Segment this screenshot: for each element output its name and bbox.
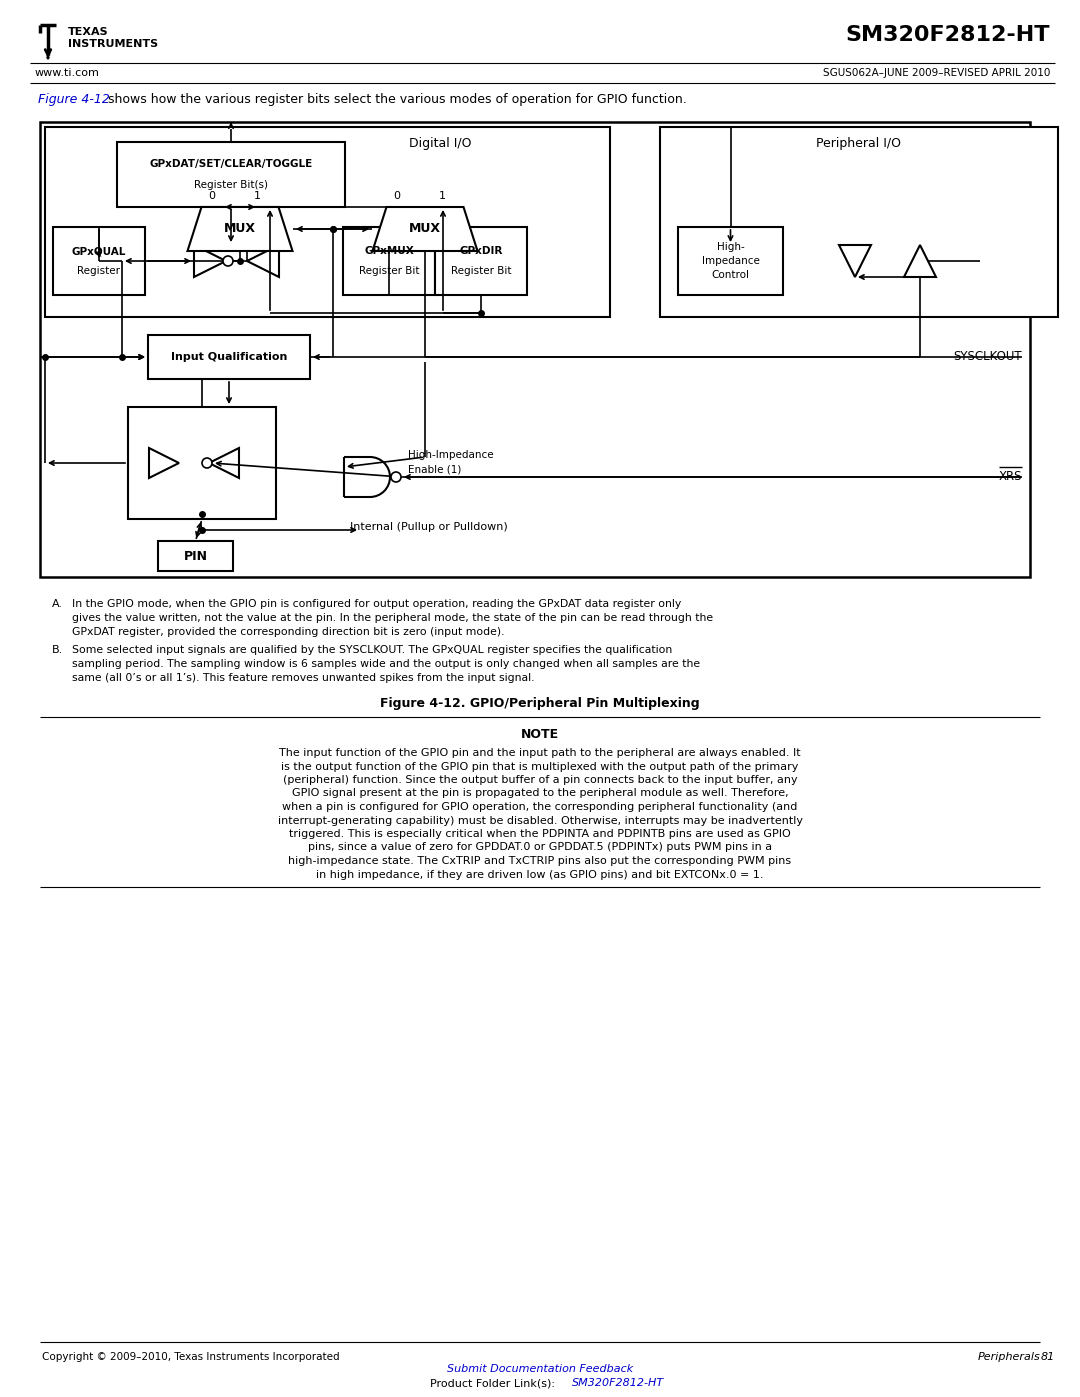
Text: SM320F2812-HT: SM320F2812-HT bbox=[572, 1377, 664, 1389]
Text: Enable (1): Enable (1) bbox=[408, 464, 461, 474]
Text: Digital I/O: Digital I/O bbox=[409, 137, 472, 151]
Text: GPxDIR: GPxDIR bbox=[459, 246, 502, 256]
Text: Peripherals: Peripherals bbox=[977, 1352, 1040, 1362]
Text: 0: 0 bbox=[208, 191, 216, 201]
Polygon shape bbox=[149, 448, 179, 478]
Text: SYSCLKOUT: SYSCLKOUT bbox=[954, 351, 1022, 363]
Text: TEXAS: TEXAS bbox=[68, 27, 109, 36]
Text: In the GPIO mode, when the GPIO pin is configured for output operation, reading : In the GPIO mode, when the GPIO pin is c… bbox=[72, 599, 681, 609]
Text: www.ti.com: www.ti.com bbox=[35, 68, 99, 78]
Text: High-: High- bbox=[717, 242, 744, 251]
Text: A.: A. bbox=[52, 599, 63, 609]
Text: pins, since a value of zero for GPDDAT.0 or GPDDAT.5 (PDPINTx) puts PWM pins in : pins, since a value of zero for GPDDAT.0… bbox=[308, 842, 772, 852]
Text: XRS: XRS bbox=[999, 471, 1022, 483]
Text: GPxMUX: GPxMUX bbox=[364, 246, 414, 256]
Polygon shape bbox=[839, 244, 870, 277]
Bar bbox=[343, 226, 435, 295]
Text: interrupt-generating capability) must be disabled. Otherwise, interrupts may be : interrupt-generating capability) must be… bbox=[278, 816, 802, 826]
Text: 0: 0 bbox=[393, 191, 401, 201]
Bar bbox=[660, 127, 1058, 317]
Text: INSTRUMENTS: INSTRUMENTS bbox=[68, 39, 158, 49]
Text: Register Bit: Register Bit bbox=[450, 265, 511, 277]
Bar bbox=[40, 122, 1030, 577]
Text: 81: 81 bbox=[1041, 1352, 1055, 1362]
Polygon shape bbox=[210, 448, 239, 478]
Polygon shape bbox=[188, 207, 293, 251]
Bar bbox=[158, 541, 233, 571]
Polygon shape bbox=[247, 244, 279, 277]
Text: Register Bit: Register Bit bbox=[359, 265, 419, 277]
Text: Submit Documentation Feedback: Submit Documentation Feedback bbox=[447, 1363, 633, 1375]
Circle shape bbox=[391, 472, 401, 482]
Text: SM320F2812-HT: SM320F2812-HT bbox=[846, 25, 1050, 45]
Text: same (all 0’s or all 1’s). This feature removes unwanted spikes from the input s: same (all 0’s or all 1’s). This feature … bbox=[72, 673, 535, 683]
Bar bbox=[53, 226, 145, 295]
Bar bbox=[435, 226, 527, 295]
Bar bbox=[129, 407, 276, 520]
Text: MUX: MUX bbox=[409, 222, 441, 236]
Text: (peripheral) function. Since the output buffer of a pin connects back to the inp: (peripheral) function. Since the output … bbox=[283, 775, 797, 785]
Text: Input Qualification: Input Qualification bbox=[171, 352, 287, 362]
Polygon shape bbox=[373, 207, 477, 251]
Text: PIN: PIN bbox=[184, 549, 207, 563]
Text: Product Folder Link(s):: Product Folder Link(s): bbox=[430, 1377, 562, 1389]
Text: gives the value written, not the value at the pin. In the peripheral mode, the s: gives the value written, not the value a… bbox=[72, 613, 713, 623]
Bar bbox=[45, 127, 610, 317]
Text: GPIO signal present at the pin is propagated to the peripheral module as well. T: GPIO signal present at the pin is propag… bbox=[292, 788, 788, 799]
Text: high-impedance state. The CxTRIP and TxCTRIP pins also put the corresponding PWM: high-impedance state. The CxTRIP and TxC… bbox=[288, 856, 792, 866]
Bar bbox=[117, 142, 345, 207]
Text: is the output function of the GPIO pin that is multiplexed with the output path : is the output function of the GPIO pin t… bbox=[281, 761, 799, 771]
Text: Peripheral I/O: Peripheral I/O bbox=[816, 137, 902, 151]
Text: triggered. This is especially critical when the PDPINTA and PDPINTB pins are use: triggered. This is especially critical w… bbox=[289, 828, 791, 840]
Text: GPxDAT register, provided the corresponding direction bit is zero (input mode).: GPxDAT register, provided the correspond… bbox=[72, 627, 504, 637]
Circle shape bbox=[222, 256, 233, 265]
Text: Control: Control bbox=[712, 270, 750, 279]
Text: MUX: MUX bbox=[224, 222, 256, 236]
Text: NOTE: NOTE bbox=[521, 728, 559, 742]
Bar bbox=[678, 226, 783, 295]
Polygon shape bbox=[904, 244, 936, 277]
Text: Figure 4-12. GPIO/Peripheral Pin Multiplexing: Figure 4-12. GPIO/Peripheral Pin Multipl… bbox=[380, 697, 700, 710]
Text: SGUS062A–JUNE 2009–REVISED APRIL 2010: SGUS062A–JUNE 2009–REVISED APRIL 2010 bbox=[823, 68, 1050, 78]
Text: Register: Register bbox=[78, 265, 121, 277]
Text: Figure 4-12: Figure 4-12 bbox=[38, 94, 110, 106]
Text: 1: 1 bbox=[438, 191, 446, 201]
Text: shows how the various register bits select the various modes of operation for GP: shows how the various register bits sele… bbox=[104, 94, 687, 106]
Text: when a pin is configured for GPIO operation, the corresponding peripheral functi: when a pin is configured for GPIO operat… bbox=[282, 802, 798, 812]
Circle shape bbox=[202, 458, 212, 468]
Text: Impedance: Impedance bbox=[702, 256, 759, 265]
Text: B.: B. bbox=[52, 645, 64, 655]
Bar bbox=[148, 335, 310, 379]
Text: The input function of the GPIO pin and the input path to the peripheral are alwa: The input function of the GPIO pin and t… bbox=[280, 747, 800, 759]
Text: Some selected input signals are qualified by the SYSCLKOUT. The GPxQUAL register: Some selected input signals are qualifie… bbox=[72, 645, 672, 655]
Text: High-Impedance: High-Impedance bbox=[408, 450, 494, 460]
Text: GPxQUAL: GPxQUAL bbox=[71, 246, 126, 256]
Text: Register Bit(s): Register Bit(s) bbox=[194, 179, 268, 190]
Text: 1: 1 bbox=[254, 191, 260, 201]
Text: in high impedance, if they are driven low (as GPIO pins) and bit EXTCONx.0 = 1.: in high impedance, if they are driven lo… bbox=[316, 869, 764, 880]
Polygon shape bbox=[194, 244, 226, 277]
Text: GPxDAT/SET/CLEAR/TOGGLE: GPxDAT/SET/CLEAR/TOGGLE bbox=[149, 158, 312, 169]
Text: Internal (Pullup or Pulldown): Internal (Pullup or Pulldown) bbox=[350, 522, 508, 532]
Text: Copyright © 2009–2010, Texas Instruments Incorporated: Copyright © 2009–2010, Texas Instruments… bbox=[42, 1352, 339, 1362]
Text: sampling period. The sampling window is 6 samples wide and the output is only ch: sampling period. The sampling window is … bbox=[72, 659, 700, 669]
